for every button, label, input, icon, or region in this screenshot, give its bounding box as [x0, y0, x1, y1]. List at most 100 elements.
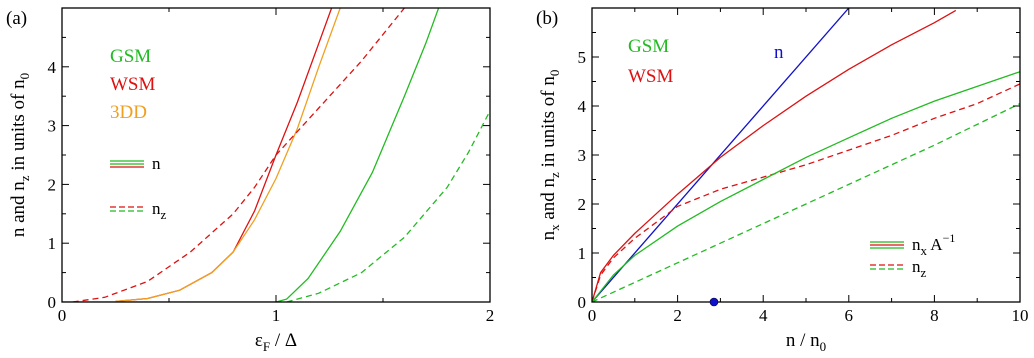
legend-key-label: nz [912, 257, 927, 280]
y-tick-label-part: 2 [48, 175, 57, 194]
legend-key-label-part: n [152, 154, 161, 173]
legend-name-wsm-part: WSM [110, 74, 156, 95]
y-axis-title-part: z [547, 172, 562, 178]
y-axis-title-part: in units of n [8, 79, 29, 176]
y-tick-label-part: 0 [578, 293, 587, 312]
y-tick-label: 1 [578, 244, 587, 263]
x-tick-label-part: 4 [759, 306, 768, 325]
legend-key-2: nz [110, 199, 167, 222]
series-line-3 [72, 8, 405, 302]
legend-name-gsm-part: GSM [628, 36, 669, 57]
legend-name-gsm: GSM [628, 36, 669, 57]
series-line-5 [286, 110, 490, 302]
legend-name-wsm: WSM [628, 66, 674, 87]
y-tick-label: 4 [578, 97, 587, 116]
x-tick-label-part: 0 [588, 306, 597, 325]
legend-key-1: n [110, 154, 161, 173]
legend-key-label-part: A [927, 235, 943, 254]
x-tick-label-part: 2 [673, 306, 682, 325]
legend-name-gsm-part: GSM [110, 46, 151, 67]
legend-name-3dd-part: 3DD [110, 102, 147, 123]
y-axis-title-part: z [17, 175, 32, 181]
x-tick-label: 8 [930, 306, 939, 325]
y-tick-label: 2 [48, 175, 57, 194]
series-line-2 [115, 8, 341, 302]
x-tick-label-part: 8 [930, 306, 939, 325]
y-axis-title-part: n and n [8, 181, 29, 237]
line-label-n-part: n [774, 42, 784, 63]
x-axis-title-part: / Δ [270, 330, 297, 351]
series-line-3 [592, 83, 1020, 302]
legend-key-1: nx A−1 [870, 231, 955, 258]
x-tick-label: 4 [759, 306, 768, 325]
y-tick-label: 3 [578, 146, 587, 165]
legend-name-wsm: WSM [110, 74, 156, 95]
y-tick-label: 4 [48, 58, 57, 77]
panel-a: 0 1 2 0 1 2 3 4 (a) εF / Δ n and nz in units of n0… [6, 7, 495, 354]
line-label-n: n [774, 42, 784, 63]
series-line-2 [592, 9, 957, 302]
y-tick-label-part: 0 [48, 293, 57, 312]
curves [62, 8, 490, 302]
legend-name-gsm: GSM [110, 46, 151, 67]
y-tick-label-part: 1 [48, 234, 57, 253]
legend-key-label: n [152, 154, 161, 173]
y-tick-label: 0 [48, 293, 57, 312]
legend-key-label-part: x [921, 243, 928, 258]
x-axis-title-part: F [263, 339, 270, 354]
x-tick-label-part: 1 [272, 306, 281, 325]
data-marker [709, 297, 719, 307]
legend-key-label: nx A−1 [912, 231, 955, 258]
y-axis-title: n and nz in units of n0 [8, 73, 32, 237]
legend-key-label-part: −1 [943, 231, 956, 245]
series-line-4 [62, 8, 440, 302]
legend-key-label: nz [152, 199, 167, 222]
y-axis-title-part: and n [538, 177, 559, 224]
y-axis-title-part: x [547, 224, 562, 231]
legend-key-label-part: n [152, 199, 161, 218]
y-tick-label-part: 4 [578, 97, 587, 116]
x-axis-title-part: ε [255, 330, 263, 351]
x-tick-label-part: 10 [1012, 306, 1029, 325]
legend-key-label-part: n [912, 257, 921, 276]
x-tick-label-part: 6 [845, 306, 854, 325]
y-axis-title-part: 0 [547, 70, 562, 77]
legend-key-label-part: z [161, 207, 167, 222]
x-tick-label: 10 [1012, 306, 1029, 325]
legend-key-2: nz [870, 257, 927, 280]
x-axis-title-part: n / n [786, 330, 820, 351]
x-axis-title-part: 0 [820, 339, 827, 354]
y-tick-label-part: 3 [578, 146, 587, 165]
y-tick-label: 0 [578, 293, 587, 312]
y-tick-label-part: 2 [578, 195, 587, 214]
x-tick-label-part: 2 [486, 306, 495, 325]
x-tick-label-part: 0 [58, 306, 67, 325]
y-tick-label-part: 3 [48, 117, 57, 136]
legend-name-3dd: 3DD [110, 102, 147, 123]
x-tick-label: 0 [588, 306, 597, 325]
x-tick-label: 6 [845, 306, 854, 325]
panel-label: (b) [536, 8, 558, 29]
curves [592, 8, 1020, 302]
series-line-5 [592, 103, 1020, 302]
y-tick-label: 2 [578, 195, 587, 214]
panel-label-part: (a) [6, 8, 27, 29]
legend-key-label-part: z [921, 265, 927, 280]
y-axis-title-part: n [538, 230, 559, 240]
y-axis-title-part: in units of n [538, 76, 559, 173]
y-axis-title: nx and nz in units of n0 [538, 70, 562, 241]
panel-label: (a) [6, 8, 27, 29]
y-tick-label: 1 [48, 234, 57, 253]
y-tick-label-part: 1 [578, 244, 587, 263]
y-tick-label: 5 [578, 48, 587, 67]
series-line-4 [592, 71, 1020, 302]
legend-name-wsm-part: WSM [628, 66, 674, 87]
x-tick-label: 2 [673, 306, 682, 325]
x-tick-label: 1 [272, 306, 281, 325]
x-axis-title: n / n0 [786, 330, 826, 354]
y-tick-label: 3 [48, 117, 57, 136]
panel-label-part: (b) [536, 8, 558, 29]
y-tick-label-part: 4 [48, 58, 57, 77]
legend-key-label-part: n [912, 235, 921, 254]
